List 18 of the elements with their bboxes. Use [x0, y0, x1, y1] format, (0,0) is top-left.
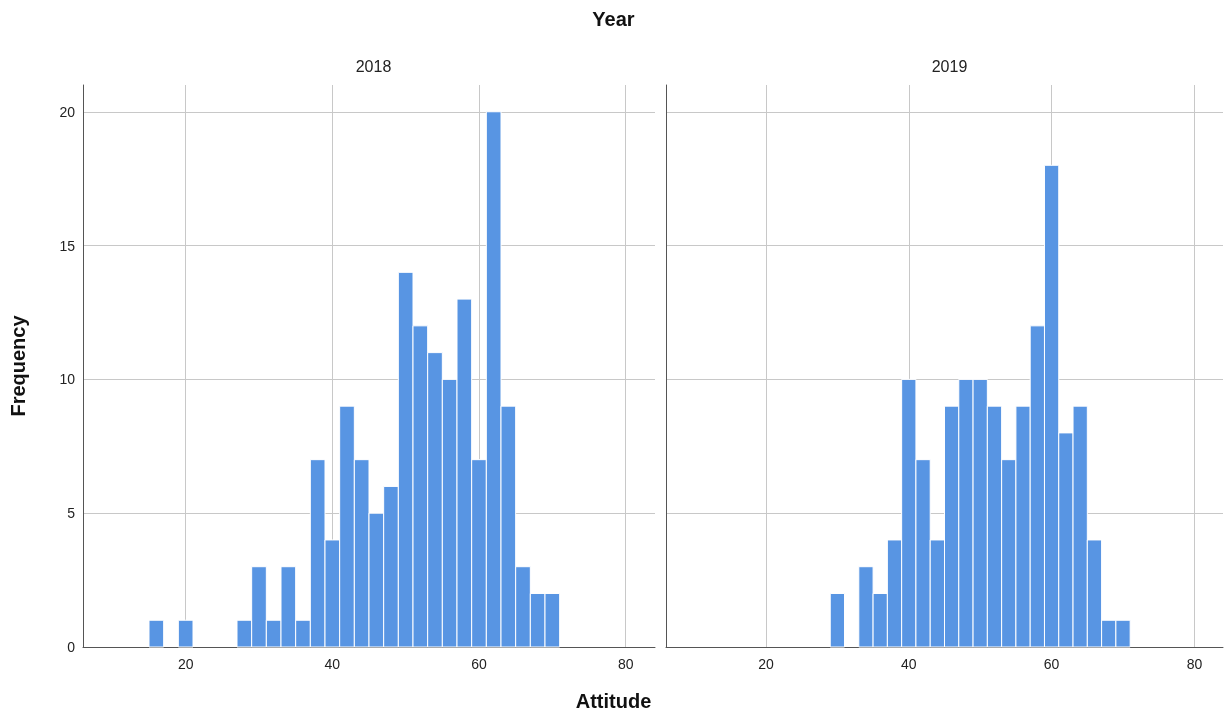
y-tick-label: 20	[59, 103, 76, 120]
x-axis-title: Attitude	[574, 690, 653, 713]
x-tick-label: 40	[901, 656, 917, 672]
text: Year	[591, 8, 636, 31]
x-tick-label: 20	[177, 656, 194, 672]
x-tick-label: 60	[1043, 656, 1060, 672]
x-tick-label: 40	[324, 656, 341, 672]
x-tick-label: 60	[471, 656, 487, 672]
x-tick-label: 20	[758, 656, 774, 672]
chart-title: 2019	[931, 57, 968, 75]
y-axis-title: Frequency	[7, 314, 29, 417]
chart-title: 2018	[355, 57, 392, 75]
y-tick-label: 0	[67, 639, 76, 655]
y-tick-label: 15	[59, 237, 76, 254]
x-tick-label: 80	[1186, 656, 1203, 672]
y-tick-label: 10	[59, 371, 76, 388]
x-tick-label: 80	[617, 656, 634, 672]
y-tick-label: 5	[67, 505, 76, 522]
